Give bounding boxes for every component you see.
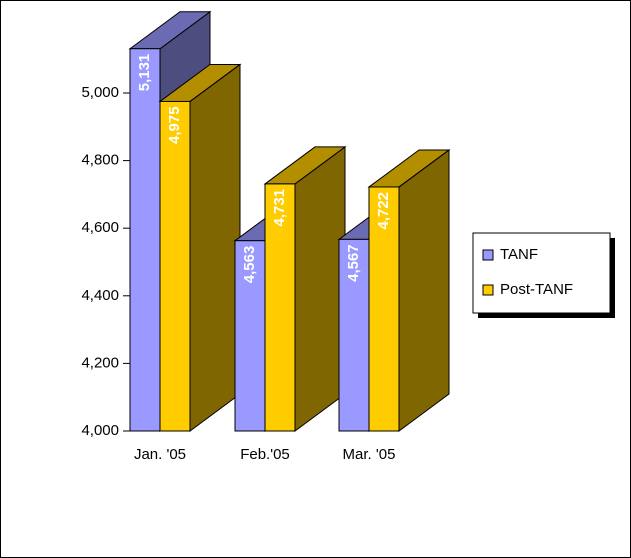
bar-side	[189, 63, 241, 432]
bar	[338, 238, 370, 432]
legend-label: Post-TANF	[500, 281, 573, 298]
bar	[129, 48, 161, 432]
value-label: 4,975	[166, 106, 183, 144]
y-tick-label: 5,000	[81, 84, 119, 101]
legend	[472, 232, 611, 314]
legend-swatch	[482, 284, 494, 296]
value-label: 5,131	[136, 54, 153, 92]
y-tick-label: 4,200	[81, 354, 119, 371]
bar-side	[294, 145, 346, 432]
bar	[234, 240, 266, 432]
bar	[264, 183, 296, 432]
bar-side	[398, 148, 450, 432]
y-tick-label: 4,400	[81, 287, 119, 304]
x-tick-label: Feb.'05	[240, 446, 290, 463]
value-label: 4,731	[271, 189, 288, 227]
legend-label: TANF	[500, 246, 538, 263]
bar	[368, 186, 400, 432]
value-label: 4,722	[375, 192, 392, 230]
y-tick-label: 4,000	[81, 422, 119, 439]
legend-swatch	[482, 249, 494, 261]
x-tick-label: Mar. '05	[343, 446, 396, 463]
bar	[159, 100, 191, 432]
x-tick-label: Jan. '05	[134, 446, 186, 463]
y-tick-label: 4,600	[81, 219, 119, 236]
value-label: 4,567	[345, 244, 362, 282]
y-tick-label: 4,800	[81, 152, 119, 169]
value-label: 4,563	[241, 246, 258, 284]
